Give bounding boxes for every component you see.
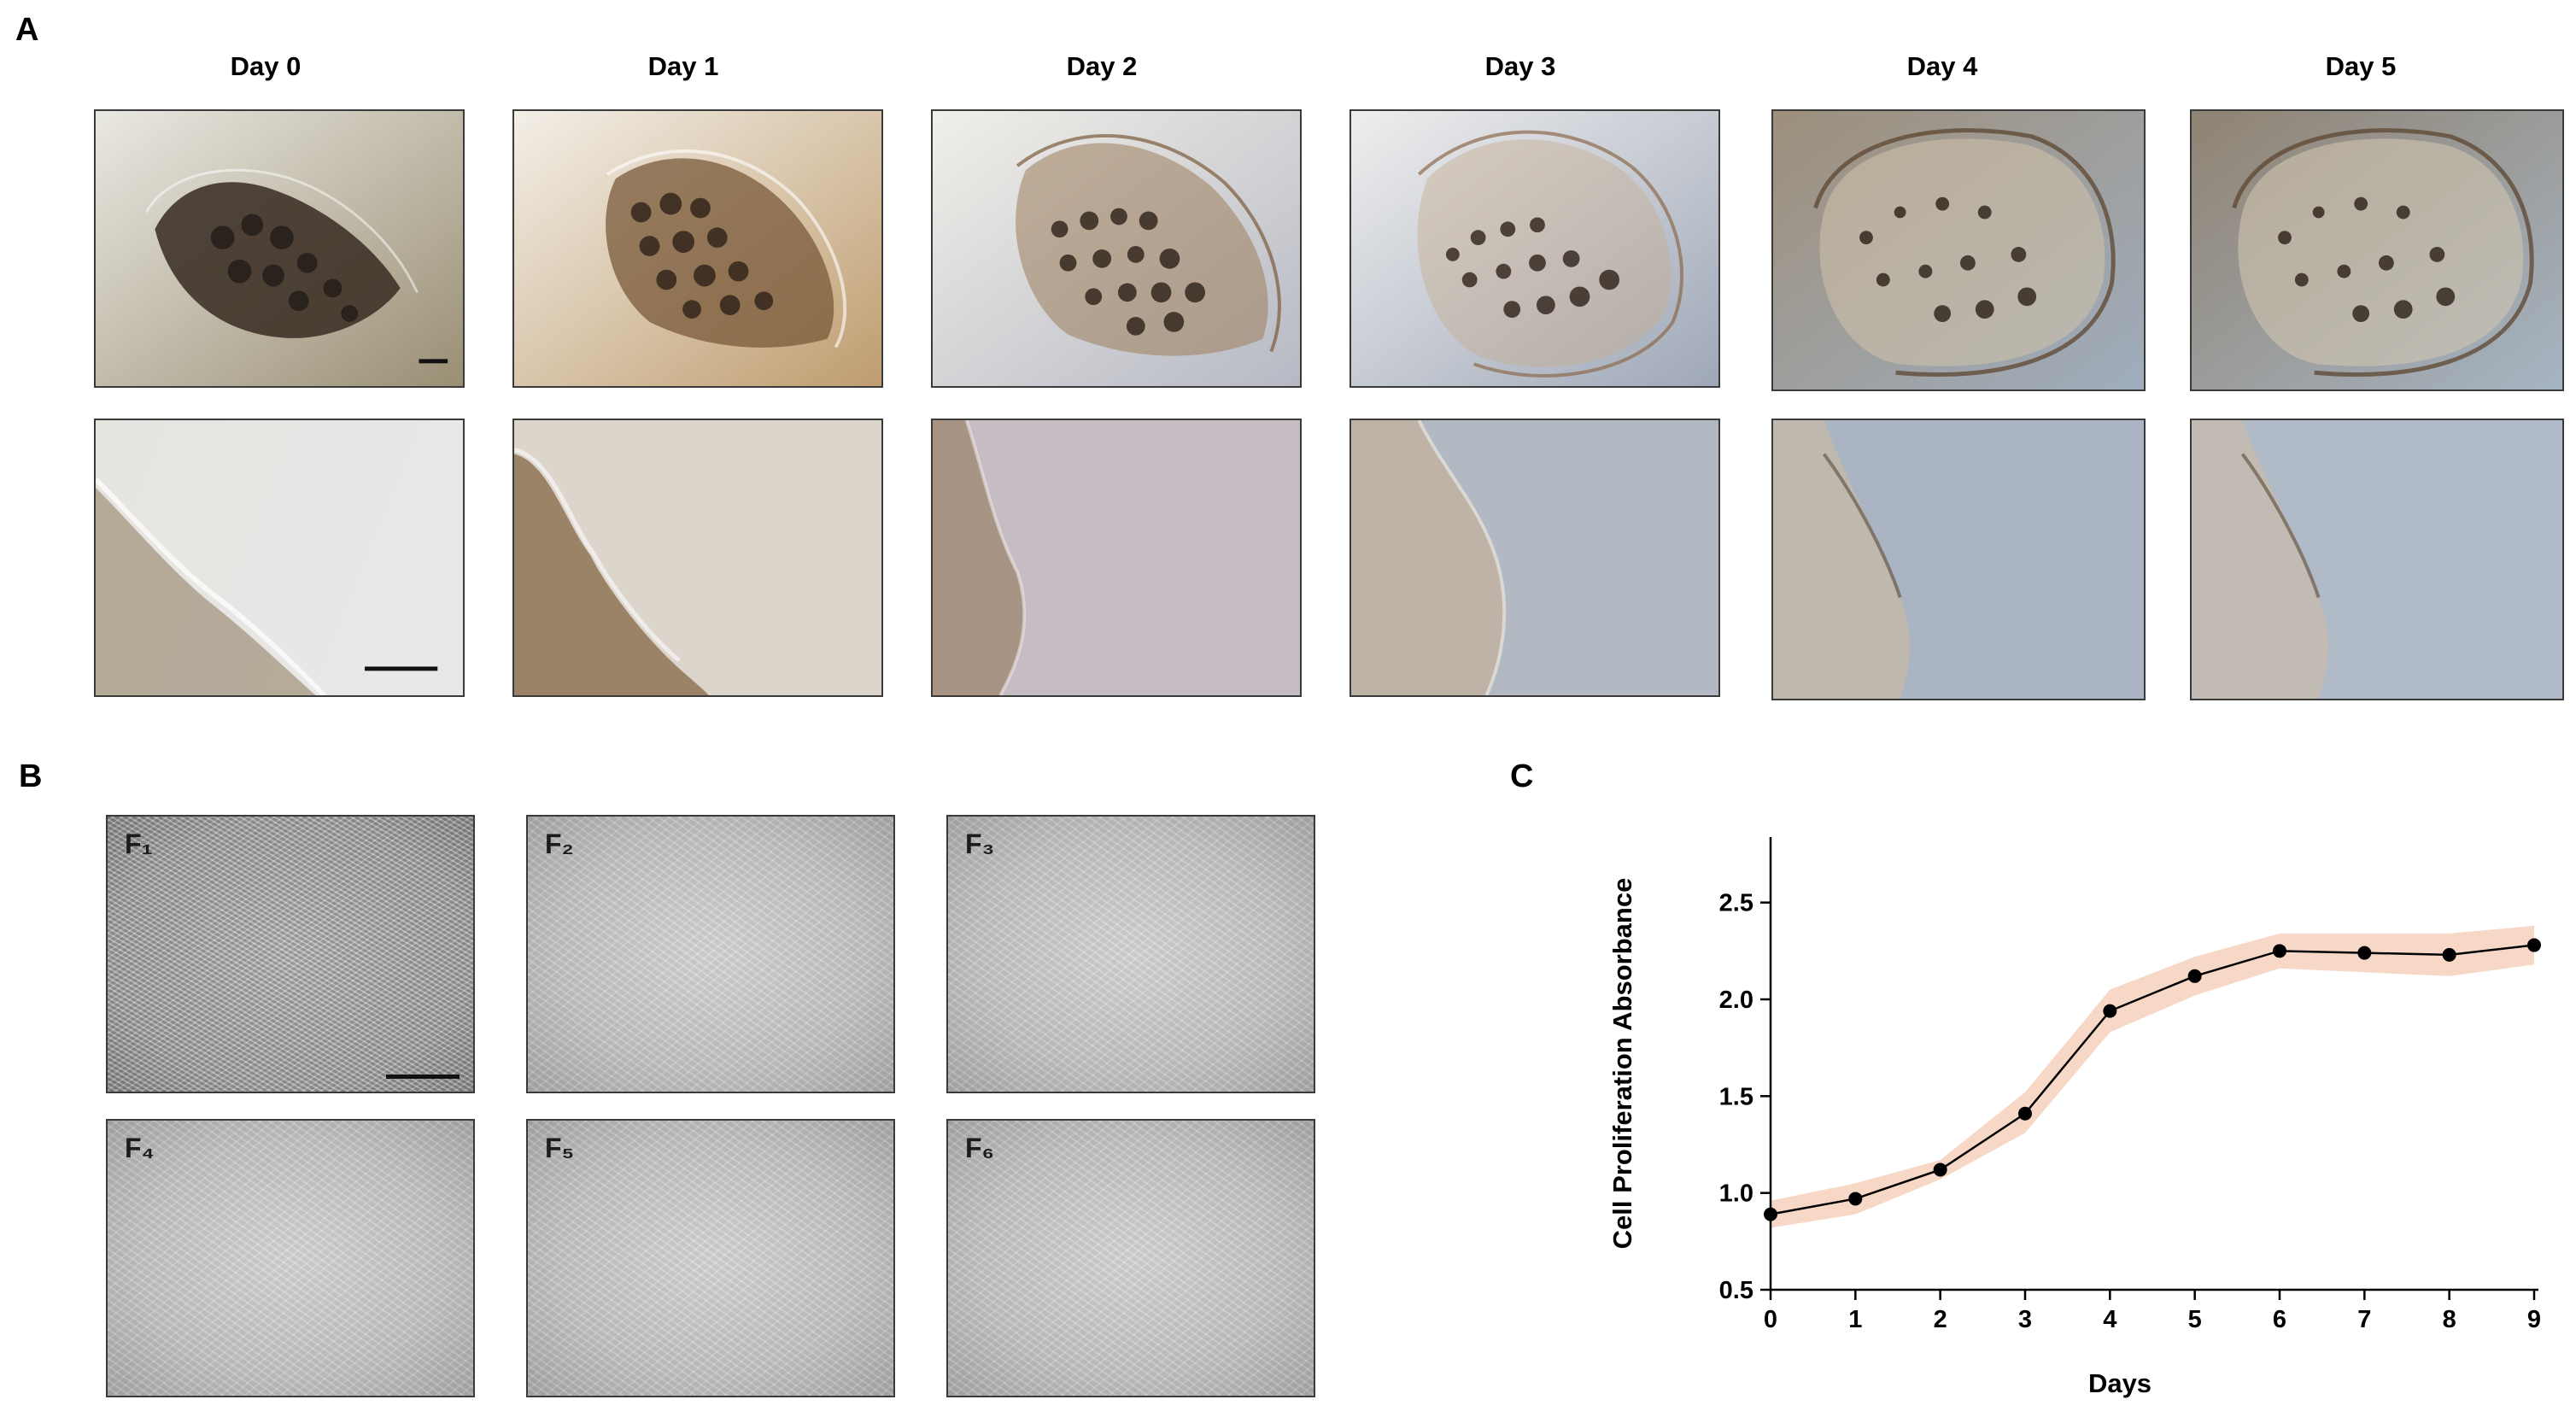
outgrowth-image-day-5	[2190, 419, 2564, 700]
fibroblast-label-f3: F₃	[965, 829, 995, 859]
fibroblast-label-f1: F₁	[125, 829, 153, 859]
y-axis-label: Cell Proliferation Absorbance	[1607, 878, 1637, 1250]
fibroblast-label-f6: F₆	[965, 1133, 995, 1163]
x-tick-label: 1	[1848, 1306, 1862, 1333]
day-label-3: Day 3	[1484, 51, 1556, 81]
data-point	[2273, 944, 2286, 958]
fibroblast-image-f1: F₁	[106, 815, 475, 1093]
explant-image-day-4	[1771, 109, 2146, 391]
explant-image-day-1	[512, 109, 883, 388]
day-label-1: Day 1	[647, 51, 719, 81]
data-point	[1848, 1192, 1863, 1206]
outgrowth-image-day-0	[94, 419, 465, 697]
proliferation-chart: 0 1 2 3 4 5 6 7 8 9 0.5 1.0 1.5 2.0 2.5 Days Cell Prol…	[1607, 837, 2541, 1398]
fibroblast-image-f4: F₄	[106, 1119, 475, 1397]
panel-label-c: C	[1510, 758, 1534, 794]
data-point	[2357, 946, 2372, 960]
fibroblast-label-f5: F₅	[545, 1133, 575, 1163]
x-tick-label: 9	[2527, 1306, 2541, 1333]
day-label-0: Day 0	[230, 51, 302, 81]
data-point	[2187, 969, 2202, 983]
explant-image-day-0	[94, 109, 465, 388]
x-tick-label: 5	[2188, 1306, 2202, 1333]
explant-image-day-3	[1349, 109, 1720, 388]
explant-image-day-2	[931, 109, 1302, 388]
fibroblast-image-f3: F₃	[946, 815, 1315, 1093]
day-label-2: Day 2	[1066, 51, 1138, 81]
fibroblast-label-f2: F₂	[545, 829, 574, 859]
outgrowth-image-day-1	[512, 419, 883, 697]
data-point	[2018, 1106, 2032, 1121]
y-tick-label: 1.0	[1719, 1180, 1753, 1208]
scale-bar	[386, 1075, 460, 1079]
x-tick-label: 6	[2273, 1306, 2286, 1333]
x-tick-label: 0	[1764, 1306, 1777, 1333]
series-line	[1770, 944, 2535, 1215]
data-point	[2527, 938, 2541, 952]
panel-label-b: B	[19, 758, 43, 794]
y-tick-label: 2.5	[1719, 890, 1753, 917]
x-tick-label: 7	[2357, 1306, 2371, 1333]
x-tick-label: 2	[1934, 1306, 1947, 1333]
fibroblast-image-f5: F₅	[526, 1119, 895, 1397]
y-tick-label: 0.5	[1719, 1277, 1753, 1304]
explant-image-day-5	[2190, 109, 2564, 391]
y-tick-label: 2.0	[1719, 987, 1753, 1014]
fibroblast-image-f6: F₆	[946, 1119, 1315, 1397]
fibroblast-label-f4: F₄	[125, 1133, 155, 1163]
data-point	[1933, 1162, 1947, 1177]
day-label-4: Day 4	[1906, 51, 1978, 81]
panel-label-a: A	[15, 12, 39, 48]
data-point	[2103, 1004, 2117, 1018]
day-label-5: Day 5	[2325, 51, 2397, 81]
y-tick-label: 1.5	[1719, 1083, 1753, 1110]
confidence-band	[1771, 925, 2534, 1228]
x-tick-label: 8	[2443, 1306, 2456, 1333]
outgrowth-image-day-4	[1771, 419, 2146, 700]
x-tick-label: 3	[2018, 1306, 2032, 1333]
fibroblast-image-f2: F₂	[526, 815, 895, 1093]
data-point	[2442, 947, 2456, 962]
x-tick-label: 4	[2103, 1306, 2116, 1333]
outgrowth-image-day-3	[1349, 419, 1720, 697]
outgrowth-image-day-2	[931, 419, 1302, 697]
x-axis-label: Days	[2088, 1368, 2152, 1398]
